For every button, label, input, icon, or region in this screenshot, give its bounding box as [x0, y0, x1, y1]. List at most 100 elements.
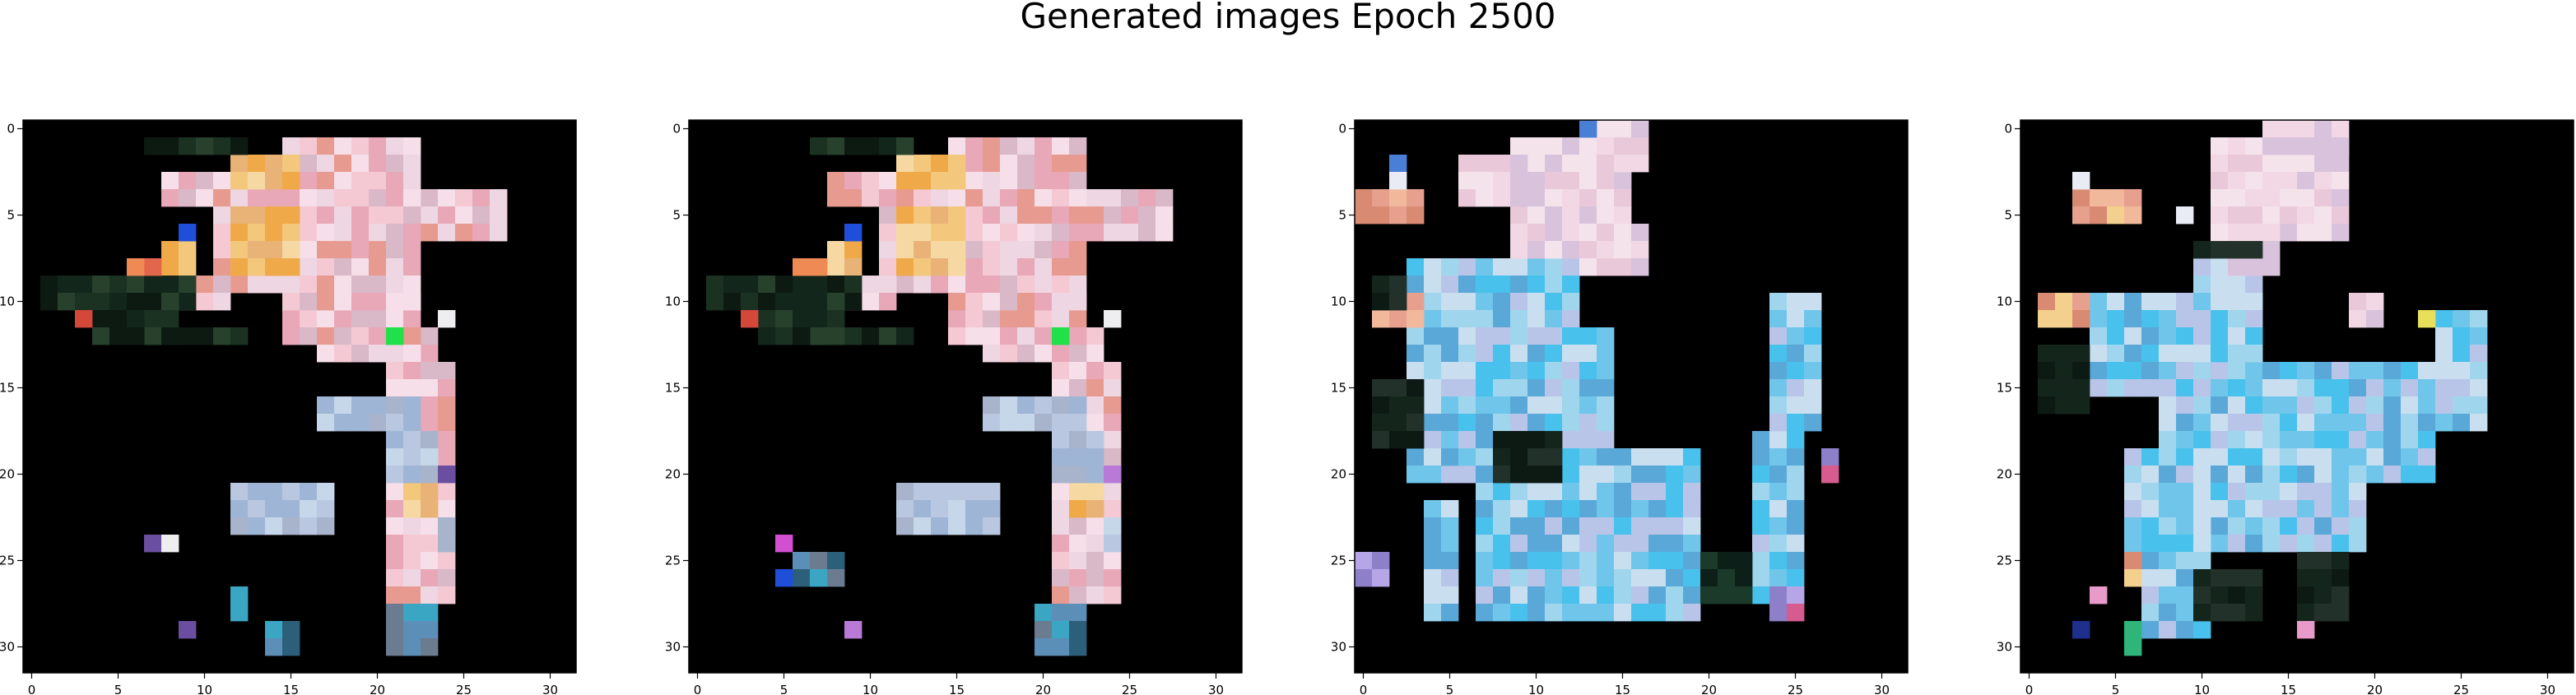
image-pixel	[1700, 569, 1718, 587]
image-pixel	[1035, 638, 1053, 656]
image-pixel	[2314, 137, 2332, 155]
image-pixel	[1597, 466, 1615, 484]
image-pixel	[2124, 569, 2142, 587]
image-pixel	[1104, 396, 1122, 415]
image-pixel	[2245, 448, 2263, 466]
image-pixel	[1648, 569, 1667, 587]
image-pixel	[896, 172, 914, 190]
image-pixel	[1769, 345, 1788, 363]
image-pixel	[179, 621, 197, 639]
image-pixel	[1545, 396, 1563, 415]
image-pixel	[1545, 293, 1563, 311]
image-pixel	[2349, 396, 2367, 415]
image-pixel	[161, 310, 179, 328]
image-pixel	[1510, 258, 1528, 276]
image-pixel	[213, 206, 231, 225]
image-pixel	[2228, 224, 2246, 242]
image-pixel	[2245, 224, 2263, 242]
image-pixel	[2453, 379, 2471, 397]
image-pixel	[1752, 535, 1770, 553]
image-pixel	[282, 293, 300, 311]
image-pixel	[844, 189, 863, 207]
image-pixel	[896, 327, 914, 345]
image-pixel	[1700, 586, 1718, 605]
image-pixel	[1035, 241, 1053, 259]
image-pixel	[1631, 224, 1649, 242]
image-pixel	[1752, 552, 1770, 570]
image-pixel	[403, 224, 421, 242]
image-pixel	[1069, 552, 1087, 570]
image-pixel	[2297, 466, 2315, 484]
image-pixel	[403, 500, 421, 518]
image-pixel	[810, 137, 828, 155]
image-pixel	[282, 500, 300, 518]
image-pixel	[386, 327, 404, 345]
image-pixel	[438, 483, 456, 501]
image-pixel	[2211, 310, 2229, 328]
image-pixel	[2297, 189, 2315, 207]
image-pixel	[1458, 414, 1476, 432]
image-pixel	[1614, 448, 1632, 466]
image-pixel	[438, 535, 456, 553]
image-pixel	[2435, 310, 2453, 328]
image-pixel	[2418, 414, 2436, 432]
image-pixel	[265, 241, 283, 259]
image-pixel	[438, 431, 456, 449]
image-pixel	[2228, 448, 2246, 466]
image-pixel	[472, 189, 491, 207]
image-pixel	[1407, 310, 1425, 328]
image-pixel	[403, 431, 421, 449]
image-pixel	[2453, 414, 2471, 432]
image-pixel	[230, 172, 249, 190]
image-pixel	[438, 379, 456, 397]
image-pixel	[2245, 310, 2263, 328]
image-pixel	[862, 293, 880, 311]
image-pixel	[931, 224, 949, 242]
x-tick-label: 10	[1528, 683, 1544, 695]
image-pixel	[2332, 517, 2350, 535]
image-pixel	[230, 586, 249, 605]
image-pixel	[2228, 396, 2246, 415]
image-pixel	[1545, 414, 1563, 432]
image-pixel	[1441, 448, 1459, 466]
image-pixel	[1069, 137, 1087, 155]
image-pixel	[1527, 517, 1546, 535]
image-pixel	[421, 206, 439, 225]
image-pixel	[827, 327, 845, 345]
image-pixel	[1527, 310, 1546, 328]
image-pixel	[2141, 552, 2160, 570]
image-pixel	[161, 241, 179, 259]
image-pixel	[248, 483, 266, 501]
image-pixel	[827, 172, 845, 190]
image-pixel	[2332, 448, 2350, 466]
image-pixel	[879, 224, 897, 242]
image-pixel	[265, 189, 283, 207]
image-pixel	[983, 345, 1001, 363]
image-pixel	[1769, 604, 1788, 622]
image-pixel	[965, 483, 983, 501]
image-pixel	[421, 362, 439, 380]
image-pixel	[1458, 172, 1476, 190]
image-pixel	[1441, 535, 1459, 553]
image-pixel	[2435, 379, 2453, 397]
image-pixel	[2297, 569, 2315, 587]
image-pixel	[196, 137, 214, 155]
image-pixel	[1752, 448, 1770, 466]
image-pixel	[248, 241, 266, 259]
image-pixel	[1769, 293, 1788, 311]
image-pixel	[2314, 517, 2332, 535]
image-pixel	[369, 172, 387, 190]
image-pixel	[1069, 241, 1087, 259]
image-pixel	[1614, 224, 1632, 242]
image-pixel	[1155, 206, 1174, 225]
y-tick-label: 5	[7, 208, 15, 223]
image-pixel	[914, 206, 932, 225]
image-pixel	[1052, 466, 1070, 484]
image-pixel	[2072, 621, 2090, 639]
image-pixel	[1035, 206, 1053, 225]
image-pixel	[879, 293, 897, 311]
image-pixel	[230, 276, 249, 294]
image-pixel	[40, 293, 58, 311]
